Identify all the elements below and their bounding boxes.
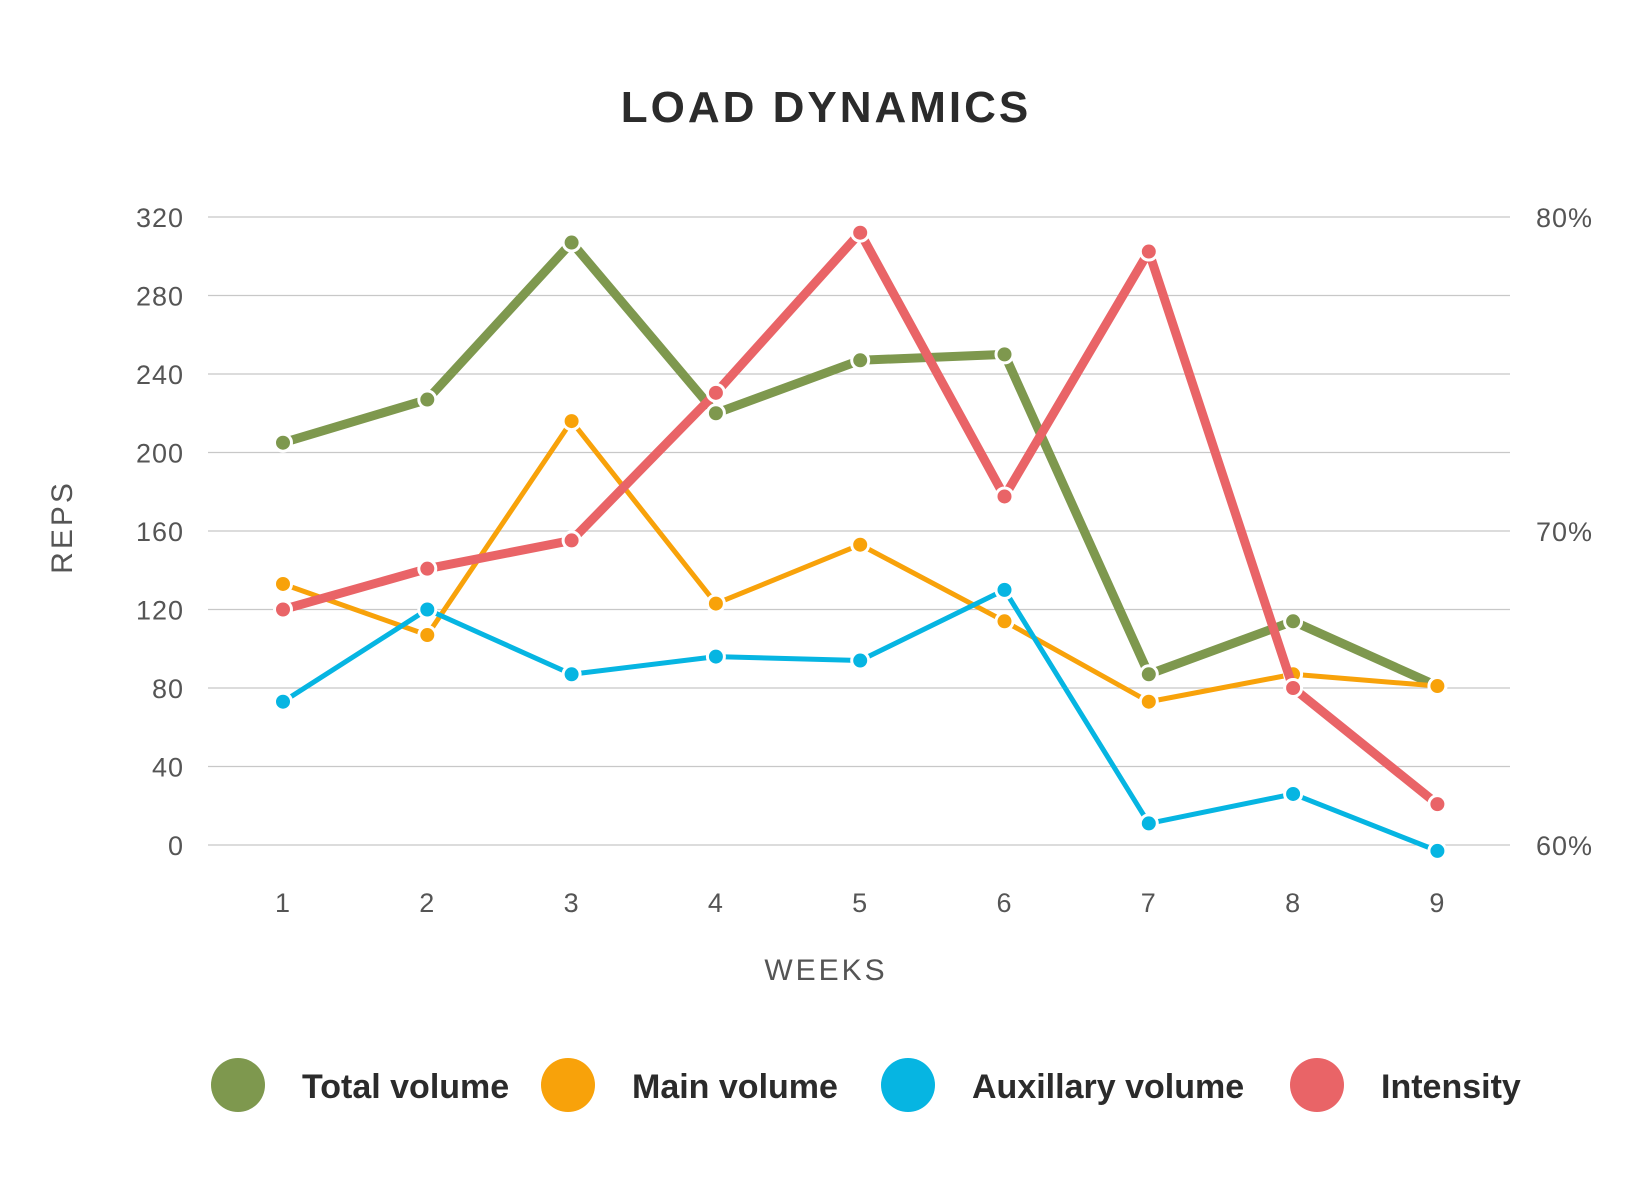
x-tick-label: 9: [1429, 888, 1445, 918]
data-point: [561, 232, 582, 253]
legend-item: Total volume: [211, 1058, 509, 1112]
data-point: [705, 403, 726, 424]
data-point: [994, 611, 1015, 632]
data-point: [417, 625, 438, 646]
data-point: [1283, 678, 1304, 698]
legend-swatch: [541, 1058, 595, 1112]
y-tick-label: 160: [136, 517, 184, 547]
series-total-volume: [273, 232, 1448, 697]
y-tick-label: 240: [136, 360, 184, 390]
data-point: [273, 432, 293, 453]
y2-tick-label: 60%: [1536, 831, 1593, 861]
x-axis-ticks: 1 2 3 4 5 6 7 8 9: [275, 888, 1445, 918]
y-tick-label: 0: [168, 831, 184, 861]
x-tick-label: 2: [419, 888, 435, 918]
legend-label: Total volume: [302, 1068, 509, 1106]
x-tick-label: 5: [852, 888, 868, 918]
data-point: [1138, 664, 1159, 685]
legend-label: Main volume: [632, 1068, 838, 1106]
series-line: [278, 238, 1442, 691]
gridlines: [208, 216, 1510, 846]
x-tick-label: 8: [1285, 888, 1301, 918]
x-tick-label: 6: [996, 888, 1012, 918]
y-tick-label: 320: [136, 203, 184, 233]
data-point: [1138, 691, 1159, 712]
legend-item: Main volume: [541, 1058, 838, 1112]
chart-title: LOAD DYNAMICS: [621, 83, 1032, 132]
data-point: [850, 222, 871, 243]
data-point: [1283, 611, 1304, 632]
data-point: [994, 486, 1015, 507]
legend-label: Auxillary volume: [972, 1068, 1244, 1106]
data-point: [850, 534, 871, 555]
data-point: [1427, 676, 1448, 697]
x-axis-title: WEEKS: [764, 954, 887, 987]
y2-tick-label: 80%: [1536, 203, 1593, 233]
left-y-axis-ticks: 0 40 80 120 160 200 240 280 320: [136, 203, 184, 861]
y-tick-label: 280: [136, 282, 184, 312]
data-point: [273, 691, 293, 712]
legend: Total volume Main volume Auxillary volume I…: [211, 1058, 1521, 1112]
legend-label: Intensity: [1381, 1068, 1521, 1106]
data-point: [417, 599, 438, 620]
x-tick-label: 1: [275, 888, 291, 918]
legend-swatch: [1290, 1058, 1344, 1112]
data-point: [1138, 813, 1159, 834]
x-tick-label: 3: [564, 888, 580, 918]
data-point: [705, 382, 726, 403]
data-point: [994, 344, 1015, 365]
data-point: [705, 646, 726, 667]
data-point: [273, 599, 293, 620]
right-y-axis-ticks: 60% 70% 80%: [1536, 203, 1593, 861]
data-point: [850, 650, 871, 671]
y2-tick-label: 70%: [1536, 517, 1593, 547]
legend-item: Auxillary volume: [881, 1058, 1244, 1112]
data-point: [850, 350, 871, 371]
legend-swatch: [881, 1058, 935, 1112]
data-point: [1283, 783, 1304, 804]
series-intensity: [273, 222, 1448, 815]
y-tick-label: 80: [152, 674, 184, 704]
data-point: [1138, 241, 1159, 262]
data-point: [994, 579, 1015, 600]
y-tick-label: 120: [136, 596, 184, 626]
x-tick-label: 7: [1141, 888, 1157, 918]
legend-item: Intensity: [1290, 1058, 1521, 1112]
y-tick-label: 200: [136, 439, 184, 469]
data-point: [705, 593, 726, 614]
data-point: [561, 530, 582, 551]
y-tick-label: 40: [152, 753, 184, 783]
data-point: [1427, 840, 1448, 861]
data-point: [273, 573, 293, 594]
legend-swatch: [211, 1058, 265, 1112]
series-lines: [273, 222, 1448, 861]
series-auxillary-volume: [273, 579, 1448, 861]
data-point: [417, 389, 438, 410]
data-point: [561, 411, 582, 432]
y-axis-title: REPS: [46, 480, 79, 574]
x-tick-label: 4: [708, 888, 724, 918]
data-point: [417, 558, 438, 579]
series-line: [278, 228, 1442, 809]
data-point: [1427, 794, 1448, 815]
data-point: [561, 664, 582, 685]
